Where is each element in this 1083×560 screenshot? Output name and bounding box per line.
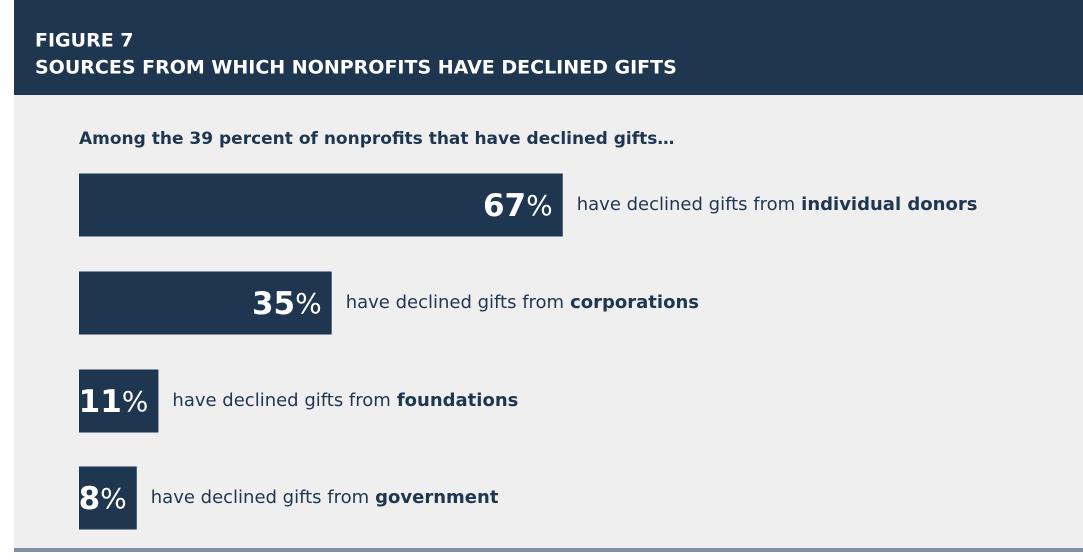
value-label: 67% bbox=[483, 188, 553, 224]
category-prefix: have declined gifts from bbox=[577, 194, 795, 215]
bar bbox=[79, 271, 332, 335]
value-label: 11% bbox=[79, 384, 149, 420]
bar bbox=[79, 369, 159, 433]
category-label: foundations bbox=[397, 390, 519, 411]
header-band bbox=[14, 0, 1083, 95]
chart-subtitle: Among the 39 percent of nonprofits that … bbox=[79, 129, 674, 149]
category-label: individual donors bbox=[801, 194, 977, 215]
category-label: government bbox=[375, 487, 499, 508]
bottom-rule bbox=[14, 548, 1083, 552]
value-label: 8% bbox=[79, 481, 127, 517]
value-label: 35% bbox=[252, 286, 322, 322]
category-prefix: have declined gifts from bbox=[172, 390, 390, 411]
category-prefix: have declined gifts from bbox=[151, 487, 369, 508]
figure-label: FIGURE 7 bbox=[35, 30, 134, 52]
bar bbox=[79, 466, 137, 530]
bar bbox=[79, 173, 563, 237]
chart-title: SOURCES FROM WHICH NONPROFITS HAVE DECLI… bbox=[35, 57, 677, 79]
category-prefix: have declined gifts from bbox=[346, 292, 564, 313]
category-label: corporations bbox=[570, 292, 699, 313]
